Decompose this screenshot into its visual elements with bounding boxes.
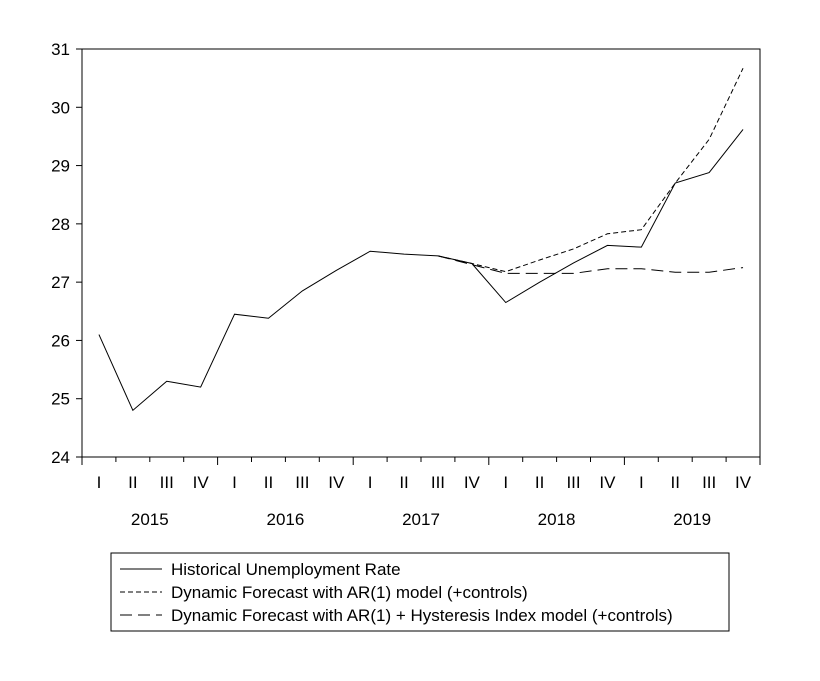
year-label-2017: 2017 — [402, 510, 440, 529]
year-label-2016: 2016 — [266, 510, 304, 529]
legend: Historical Unemployment Rate Dynamic For… — [110, 552, 730, 632]
series-line-0 — [98, 129, 744, 412]
plot-frame — [81, 48, 761, 458]
year-label-2015: 2015 — [131, 510, 169, 529]
x-tick-label-11: IV — [464, 473, 481, 492]
y-tick-label-28: 28 — [51, 215, 70, 234]
series-lines — [98, 68, 744, 412]
legend-label-ar1-hysteresis: Dynamic Forecast with AR(1) + Hysteresis… — [171, 606, 673, 625]
x-tick-label-4: I — [232, 473, 237, 492]
series-line-2 — [437, 255, 744, 274]
y-tick-label-30: 30 — [51, 98, 70, 117]
y-axis: 24 25 26 27 28 29 30 31 — [51, 40, 82, 467]
y-tick-label-31: 31 — [51, 40, 70, 59]
x-tick-label-13: II — [535, 473, 544, 492]
x-tick-label-17: II — [671, 473, 680, 492]
x-tick-label-10: III — [431, 473, 445, 492]
x-tick-label-19: IV — [735, 473, 752, 492]
x-tick-label-12: I — [503, 473, 508, 492]
legend-label-ar1: Dynamic Forecast with AR(1) model (+cont… — [171, 583, 528, 602]
y-tick-label-24: 24 — [51, 448, 70, 467]
y-tick-label-26: 26 — [51, 331, 70, 350]
x-tick-label-1: II — [128, 473, 137, 492]
x-tick-label-7: IV — [328, 473, 345, 492]
x-tick-label-8: I — [368, 473, 373, 492]
x-tick-label-14: III — [566, 473, 580, 492]
x-tick-label-0: I — [97, 473, 102, 492]
x-tick-label-3: IV — [193, 473, 210, 492]
legend-box — [110, 552, 730, 632]
x-tick-label-9: II — [399, 473, 408, 492]
legend-label-historical: Historical Unemployment Rate — [171, 560, 401, 579]
y-tick-label-27: 27 — [51, 273, 70, 292]
x-tick-label-16: I — [639, 473, 644, 492]
x-tick-label-18: III — [702, 473, 716, 492]
year-label-2018: 2018 — [538, 510, 576, 529]
year-label-2019: 2019 — [673, 510, 711, 529]
x-tick-label-2: III — [160, 473, 174, 492]
x-tick-label-5: II — [264, 473, 273, 492]
series-line-1 — [437, 68, 744, 273]
x-tick-label-6: III — [295, 473, 309, 492]
y-tick-label-25: 25 — [51, 390, 70, 409]
x-axis: I II III IV I II III IV I II III IV I II III IV I II III IV… — [81, 457, 761, 529]
x-tick-label-15: IV — [599, 473, 616, 492]
y-tick-label-29: 29 — [51, 157, 70, 176]
